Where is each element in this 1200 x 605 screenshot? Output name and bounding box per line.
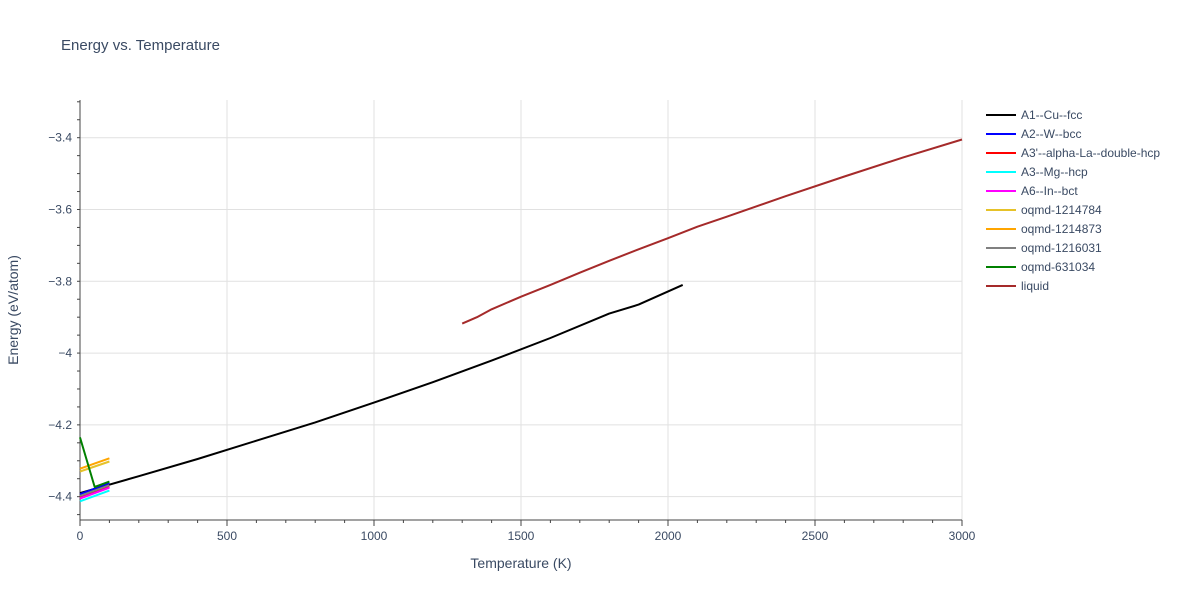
x-tick-label: 0	[77, 529, 84, 543]
legend-item-oqmd-1214784[interactable]: oqmd-1214784	[986, 203, 1102, 217]
x-tick-label: 1000	[361, 529, 388, 543]
x-tick-label: 3000	[949, 529, 976, 543]
x-tick-label: 2000	[655, 529, 682, 543]
x-tick-label: 1500	[508, 529, 535, 543]
x-tick-label: 500	[217, 529, 237, 543]
series-line-a3-alpha-la-double-hcp	[79, 485, 110, 499]
series-line-oqmd-1214784	[79, 460, 110, 473]
legend-label: oqmd-1216031	[1021, 241, 1102, 255]
x-tick-label: 2500	[802, 529, 829, 543]
y-tick-label: −4	[58, 346, 72, 360]
legend-item-a3-mg-hcp[interactable]: A3--Mg--hcp	[986, 165, 1088, 179]
y-tick-label: −3.6	[48, 202, 72, 216]
legend-label: A6--In--bct	[1021, 184, 1078, 198]
chart-title: Energy vs. Temperature	[61, 37, 220, 54]
grid	[80, 100, 963, 520]
y-axis-label: Energy (eV/atom)	[5, 255, 21, 365]
legend-item-a3-alpha-la-double-hcp[interactable]: A3'--alpha-La--double-hcp	[986, 146, 1160, 160]
legend-label: A3--Mg--hcp	[1021, 165, 1088, 179]
axes: 0 500 1000 1500 2000 2500 3000 −4.4 −4.2 −4 −3.8 −3…	[48, 100, 976, 543]
legend-item-a6-in-bct[interactable]: A6--In--bct	[986, 184, 1078, 198]
legend-item-oqmd-1214873[interactable]: oqmd-1214873	[986, 222, 1102, 236]
legend-label: oqmd-631034	[1021, 260, 1095, 274]
legend[interactable]: A1--Cu--fcc A2--W--bcc A3'--alpha-La--doub…	[986, 108, 1160, 293]
legend-label: oqmd-1214784	[1021, 203, 1102, 217]
legend-item-oqmd-631034[interactable]: oqmd-631034	[986, 260, 1095, 274]
y-tick-label: −4.4	[48, 490, 72, 504]
series-line-a3-mg-hcp	[79, 489, 110, 503]
x-axis-label: Temperature (K)	[470, 555, 571, 571]
legend-label: oqmd-1214873	[1021, 222, 1102, 236]
y-tick-label: −3.4	[48, 131, 72, 145]
legend-label: A1--Cu--fcc	[1021, 108, 1082, 122]
series-line-oqmd-1214873	[79, 457, 110, 470]
series-layer	[79, 138, 963, 503]
y-tick-label: −4.2	[48, 418, 72, 432]
series-line-oqmd-1216031	[79, 484, 110, 497]
series-line-a2-w-bcc	[79, 482, 110, 496]
series-line-oqmd-631034	[79, 437, 110, 488]
legend-item-oqmd-1216031[interactable]: oqmd-1216031	[986, 241, 1102, 255]
legend-item-liquid[interactable]: liquid	[986, 279, 1049, 293]
series-line-a6-in-bct	[79, 486, 110, 500]
series-line-liquid	[461, 138, 963, 325]
legend-item-a2-w-bcc[interactable]: A2--W--bcc	[986, 127, 1081, 141]
legend-item-a1-cu-fcc[interactable]: A1--Cu--fcc	[986, 108, 1082, 122]
legend-label: A3'--alpha-La--double-hcp	[1021, 146, 1160, 160]
series-line-a1-cu-fcc	[79, 283, 684, 495]
y-tick-label: −3.8	[48, 274, 72, 288]
legend-label: liquid	[1021, 279, 1049, 293]
legend-label: A2--W--bcc	[1021, 127, 1081, 141]
